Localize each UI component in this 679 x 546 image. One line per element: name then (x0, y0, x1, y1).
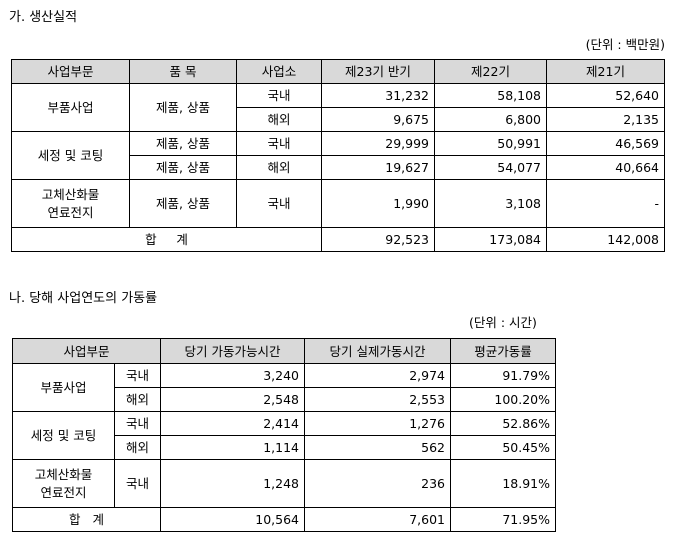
site-cell: 해외 (113, 387, 162, 412)
total-value: 10,564 (160, 507, 306, 532)
site-cell: 국내 (236, 131, 322, 156)
section2-unit: (단위 : 시간) (469, 315, 537, 330)
value-cell: 31,232 (321, 83, 435, 108)
site-cell: 국내 (113, 459, 162, 508)
value-cell: 2,414 (160, 411, 306, 436)
total-row: 합 계 10,564 7,601 71.95% (11, 507, 557, 532)
total-label: 합 계 (11, 227, 322, 252)
table-row: 제품, 상품 해외 19,627 54,077 40,664 (12, 155, 665, 180)
table-row: 세정 및 코팅 제품, 상품 국내 29,999 50,991 46,569 (11, 131, 665, 180)
value-cell: 2,548 (160, 387, 306, 412)
value-cell: 2,135 (546, 107, 665, 132)
header-segment: 사업부문 (11, 338, 162, 364)
total-value: 142,008 (546, 227, 665, 252)
value-cell: 58,108 (434, 83, 547, 108)
segment-cell: 고체산화물 연료전지 (12, 459, 115, 508)
segment-line: 연료전지 (40, 484, 87, 500)
value-cell: 2,553 (304, 387, 452, 412)
table-header-row: 사업부문 품 목 사업소 제23기 반기 제22기 제21기 (11, 59, 665, 84)
value-cell: 91.79% (450, 363, 557, 388)
utilization-table: 사업부문 당기 가동가능시간 당기 실제가동시간 평균가동률 부품사업 국내 3… (11, 338, 557, 532)
site-cell: 해외 (236, 107, 322, 132)
item-cell: 제품, 상품 (129, 155, 237, 180)
header-segment: 사업부문 (11, 59, 130, 84)
item-cell: 제품, 상품 (129, 179, 237, 228)
segment-line: 고체산화물 (41, 186, 100, 202)
header-actual-hours: 당기 실제가동시간 (304, 338, 452, 364)
value-cell: 100.20% (450, 387, 557, 412)
value-cell: 1,248 (160, 459, 306, 508)
header-period-23: 제23기 반기 (321, 59, 435, 84)
segment-line: 연료전지 (47, 204, 94, 220)
value-cell: 46,569 (546, 131, 665, 156)
site-cell: 해외 (113, 435, 162, 460)
value-cell: 50.45% (450, 435, 557, 460)
header-utilization-rate: 평균가동률 (450, 338, 557, 364)
item-cell: 제품, 상품 (129, 83, 237, 132)
item-cell: 제품, 상품 (129, 131, 237, 156)
table-row: 부품사업 제품, 상품 국내 31,232 58,108 52,640 (11, 83, 665, 132)
total-label: 합 계 (11, 507, 162, 532)
segment-cell: 부품사업 (12, 363, 115, 412)
table-row: 해외 1,114 562 50.45% (13, 435, 557, 460)
value-cell: 6,800 (434, 107, 547, 132)
value-cell: 3,108 (434, 179, 547, 228)
header-available-hours: 당기 가동가능시간 (160, 338, 306, 364)
value-cell: 236 (304, 459, 452, 508)
site-cell: 국내 (236, 179, 322, 228)
value-cell: 18.91% (450, 459, 557, 508)
value-cell: 1,990 (321, 179, 435, 228)
table-row: 해외 2,548 2,553 100.20% (13, 387, 557, 412)
value-cell: 40,664 (546, 155, 665, 180)
value-cell: 52.86% (450, 411, 557, 436)
value-cell: 1,276 (304, 411, 452, 436)
value-cell: 54,077 (434, 155, 547, 180)
segment-line: 고체산화물 (34, 466, 93, 482)
header-item: 품 목 (129, 59, 237, 84)
segment-cell: 고체산화물 연료전지 (11, 179, 130, 228)
value-cell: - (546, 179, 665, 228)
value-cell: 1,114 (160, 435, 306, 460)
value-cell: 29,999 (321, 131, 435, 156)
total-value: 71.95% (450, 507, 557, 532)
site-cell: 국내 (113, 411, 162, 436)
table-row: 고체산화물 연료전지 제품, 상품 국내 1,990 3,108 - (11, 179, 665, 228)
table-row: 해외 9,675 6,800 2,135 (12, 107, 665, 132)
segment-cell: 세정 및 코팅 (11, 131, 130, 180)
segment-cell: 부품사업 (11, 83, 130, 132)
value-cell: 52,640 (546, 83, 665, 108)
value-cell: 19,627 (321, 155, 435, 180)
header-period-21: 제21기 (546, 59, 665, 84)
table-row: 부품사업 국내 3,240 2,974 91.79% (12, 363, 557, 412)
value-cell: 562 (304, 435, 452, 460)
header-period-22: 제22기 (434, 59, 547, 84)
total-value: 7,601 (304, 507, 452, 532)
section2-title: 나. 당해 사업연도의 가동률 (9, 291, 158, 306)
segment-cell: 세정 및 코팅 (12, 411, 115, 460)
site-cell: 해외 (236, 155, 322, 180)
header-site: 사업소 (236, 59, 322, 84)
value-cell: 9,675 (321, 107, 435, 132)
total-row: 합 계 92,523 173,084 142,008 (11, 227, 665, 252)
value-cell: 3,240 (160, 363, 306, 388)
table-row: 세정 및 코팅 국내 2,414 1,276 52.86% (12, 411, 557, 460)
production-table: 사업부문 품 목 사업소 제23기 반기 제22기 제21기 부품사업 제품, … (11, 59, 665, 252)
value-cell: 2,974 (304, 363, 452, 388)
section1-unit: (단위 : 백만원) (585, 37, 665, 52)
table-row: 고체산화물 연료전지 국내 1,248 236 18.91% (12, 459, 557, 508)
table-header-row: 사업부문 당기 가동가능시간 당기 실제가동시간 평균가동률 (11, 338, 557, 364)
section1-title: 가. 생산실적 (9, 10, 78, 25)
site-cell: 국내 (236, 83, 322, 108)
total-value: 173,084 (434, 227, 547, 252)
total-value: 92,523 (321, 227, 435, 252)
value-cell: 50,991 (434, 131, 547, 156)
site-cell: 국내 (113, 363, 162, 388)
